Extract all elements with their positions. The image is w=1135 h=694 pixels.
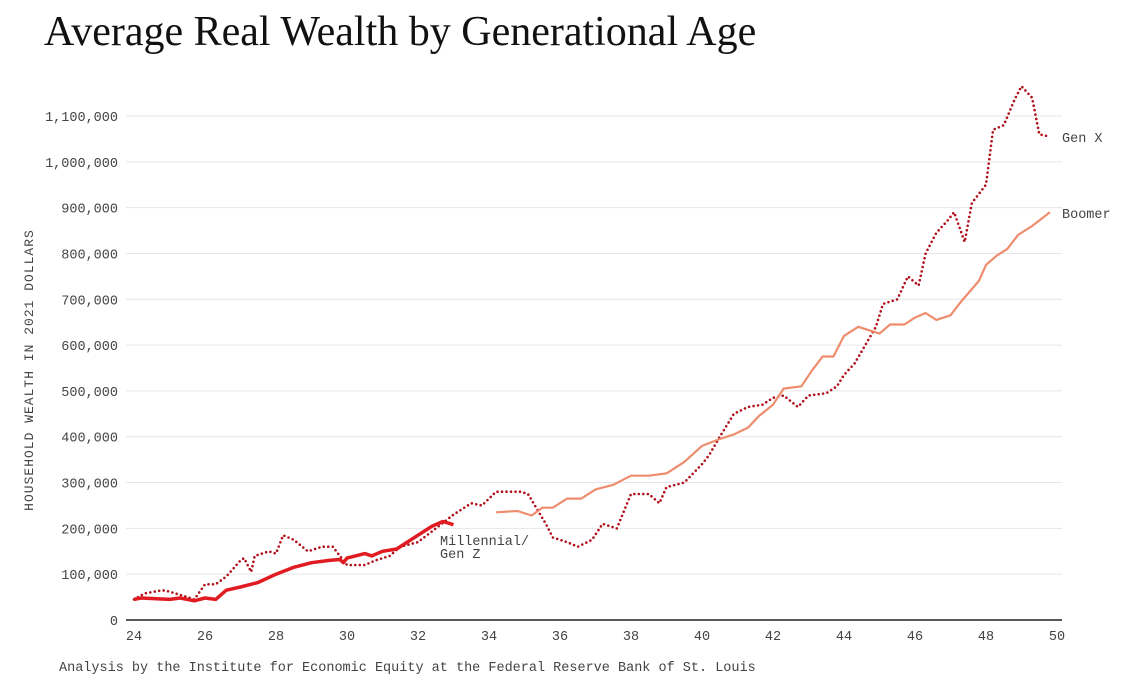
x-tick-label: 42 — [765, 630, 781, 645]
y-tick-label: 200,000 — [61, 523, 118, 538]
y-tick-label: 0 — [110, 615, 118, 630]
y-tick-label: 900,000 — [61, 203, 118, 218]
y-tick-label: 400,000 — [61, 432, 118, 447]
legend-label-gen-z: Gen Z — [440, 548, 481, 563]
legend-label-boomer: Boomer — [1062, 208, 1111, 223]
source-note: Analysis by the Institute for Economic E… — [59, 661, 756, 676]
x-tick-label: 34 — [481, 630, 497, 645]
series-line-boomer — [496, 211, 1051, 517]
x-tick-label: 38 — [623, 630, 639, 645]
y-tick-label: 1,000,000 — [45, 157, 118, 172]
y-tick-label: 100,000 — [61, 569, 118, 584]
y-axis-label: HOUSEHOLD WEALTH IN 2021 DOLLARS — [22, 229, 37, 511]
x-tick-label: 28 — [268, 630, 284, 645]
y-tick-label: 500,000 — [61, 386, 118, 401]
x-tick-label: 24 — [126, 630, 142, 645]
y-tick-label: 700,000 — [61, 294, 118, 309]
x-tick-label: 32 — [410, 630, 426, 645]
x-tick-label: 36 — [552, 630, 568, 645]
x-tick-label: 30 — [339, 630, 355, 645]
x-tick-label: 48 — [978, 630, 994, 645]
legend-label-millennial: Millennial/ — [440, 535, 529, 550]
x-tick-label: 50 — [1049, 630, 1065, 645]
x-tick-label: 46 — [907, 630, 923, 645]
x-tick-label: 40 — [694, 630, 710, 645]
y-tick-label: 1,100,000 — [45, 111, 118, 126]
chart-title: Average Real Wealth by Generational Age — [44, 9, 756, 55]
series-line-gen-x — [132, 84, 1052, 601]
y-tick-label: 300,000 — [61, 478, 118, 493]
x-tick-label: 26 — [197, 630, 213, 645]
y-tick-label: 800,000 — [61, 248, 118, 263]
series-line-millennial-gen-z — [133, 519, 455, 603]
y-tick-label: 600,000 — [61, 340, 118, 355]
legend-label-gen-x: Gen X — [1062, 132, 1103, 147]
x-tick-label: 44 — [836, 630, 852, 645]
